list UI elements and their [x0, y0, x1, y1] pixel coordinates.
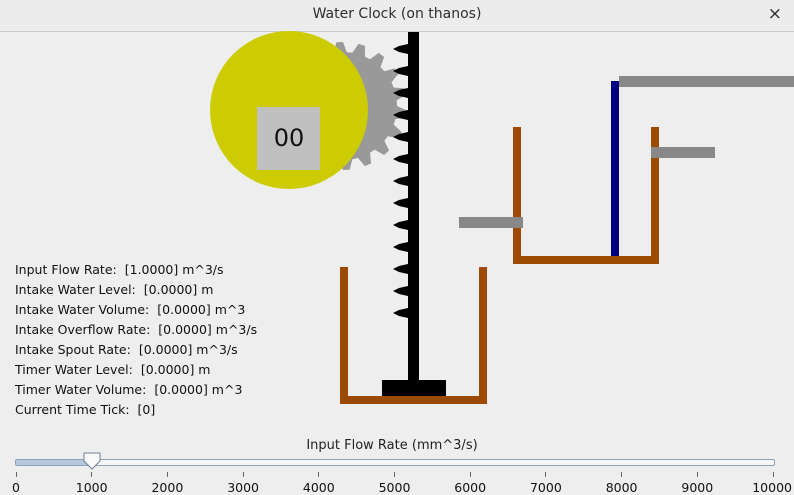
stat-row: Intake Water Volume: [0.0000] m^3: [15, 300, 257, 320]
stat-label: Intake Water Level:: [15, 282, 136, 297]
stat-row: Timer Water Level: [0.0000] m: [15, 360, 257, 380]
stat-row: Current Time Tick: [0]: [15, 400, 257, 420]
stat-label: Timer Water Level:: [15, 362, 133, 377]
slider-tick-mark: [242, 472, 244, 477]
title-bar: Water Clock (on thanos) ×: [0, 0, 794, 32]
stat-label: Intake Spout Rate:: [15, 342, 131, 357]
slider-tick-mark: [545, 472, 547, 477]
rack-tooth: [393, 66, 408, 76]
slider-tick-mark: [696, 472, 698, 477]
stat-row: Intake Water Level: [0.0000] m: [15, 280, 257, 300]
input-pipe: [619, 76, 794, 87]
clock-display: 00: [274, 124, 305, 152]
rack-tooth: [393, 176, 408, 186]
slider-track-fill: [16, 460, 92, 465]
slider-tick-label: 1000: [75, 480, 108, 495]
slider-tick-mark: [772, 472, 774, 477]
slider-tick-mark: [166, 472, 168, 477]
rack-tooth: [393, 242, 408, 252]
intake-container: [513, 127, 659, 264]
rack-tooth: [393, 264, 408, 274]
timer-container: [340, 267, 487, 404]
stat-row: Input Flow Rate: [1.0000] m^3/s: [15, 260, 257, 280]
slider-tick-label: 8000: [605, 480, 638, 495]
stat-value: [0.0000] m: [143, 282, 214, 297]
stat-row: Intake Spout Rate: [0.0000] m^3/s: [15, 340, 257, 360]
slider-tick-mark: [91, 472, 93, 477]
rack-tooth: [393, 44, 408, 54]
input-water-stream: [611, 81, 619, 256]
slider-tick-label: 10000: [752, 480, 792, 495]
clock-display-box: [257, 107, 320, 170]
slider-track[interactable]: [15, 459, 775, 466]
rack: [382, 32, 446, 396]
slider-thumb[interactable]: [83, 452, 101, 470]
stat-value: [0.0000] m^3/s: [138, 342, 238, 357]
water-clock-scene: 00: [210, 31, 794, 404]
stat-row: Intake Overflow Rate: [0.0000] m^3/s: [15, 320, 257, 340]
stat-label: Intake Water Volume:: [15, 302, 150, 317]
slider-tick-mark: [394, 472, 395, 477]
stat-value: [0.0000] m: [140, 362, 211, 377]
stat-value: [1.0000] m^3/s: [124, 262, 224, 277]
stat-value: [0]: [137, 402, 156, 417]
slider-tick-mark: [469, 472, 471, 477]
slider-tick-label: 6000: [454, 480, 487, 495]
stat-label: Current Time Tick:: [15, 402, 130, 417]
slider-tick-mark: [15, 472, 17, 477]
rack-tooth: [393, 308, 408, 318]
slider-tick-label: 4000: [302, 480, 335, 495]
stat-value: [0.0000] m^3: [157, 302, 246, 317]
close-icon[interactable]: ×: [767, 4, 782, 24]
rack-tooth: [393, 220, 408, 230]
stat-label: Intake Overflow Rate:: [15, 322, 151, 337]
rack-tooth: [393, 154, 408, 164]
rack-tooth: [393, 286, 408, 296]
stats-panel: Input Flow Rate: [1.0000] m^3/s Intake Wat…: [15, 260, 257, 420]
slider-tick-label: 2000: [151, 480, 184, 495]
spout-pipe: [459, 217, 523, 228]
slider-tick-mark: [621, 472, 623, 477]
stat-label: Timer Water Volume:: [15, 382, 147, 397]
stat-row: Timer Water Volume: [0.0000] m^3: [15, 380, 257, 400]
window-title: Water Clock (on thanos): [312, 6, 482, 22]
rack-tooth: [393, 198, 408, 208]
overflow-pipe: [651, 147, 715, 158]
slider-tick-mark: [318, 472, 320, 477]
slider-tick-label: 3000: [227, 480, 259, 495]
slider-label: Input Flow Rate (mm^3/s): [306, 438, 478, 453]
slider-tick-label: 5000: [378, 480, 411, 495]
rack-tooth: [393, 132, 408, 142]
slider-tick-label: 7000: [529, 480, 562, 495]
rack-tooth: [393, 110, 408, 120]
float-plate: [382, 380, 446, 396]
slider-tick-label: 9000: [681, 480, 714, 495]
stat-label: Input Flow Rate:: [15, 262, 117, 277]
rack-tooth: [393, 88, 408, 98]
stat-value: [0.0000] m^3: [154, 382, 243, 397]
slider-tick-label: 0: [12, 480, 20, 495]
stat-value: [0.0000] m^3/s: [158, 322, 258, 337]
